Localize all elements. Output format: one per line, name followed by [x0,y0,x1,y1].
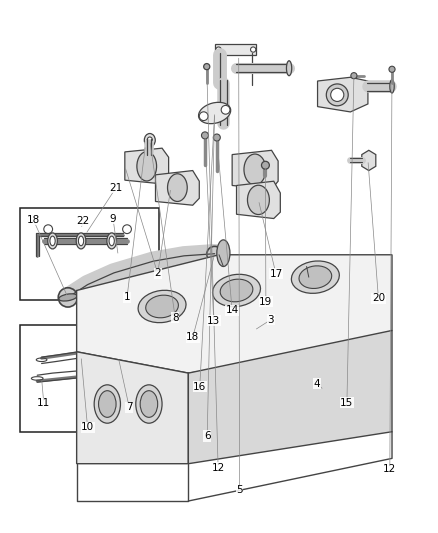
Polygon shape [77,352,188,464]
Ellipse shape [217,240,230,266]
Ellipse shape [76,233,86,249]
Text: 17: 17 [269,269,283,279]
Polygon shape [125,148,169,184]
Ellipse shape [390,79,394,93]
Circle shape [213,134,220,141]
Text: 21: 21 [110,183,123,192]
Text: 3: 3 [267,315,274,325]
Text: 18: 18 [27,215,40,224]
Text: 9: 9 [110,214,117,223]
Text: 12: 12 [212,463,225,473]
Ellipse shape [247,185,269,215]
Text: 7: 7 [126,402,133,412]
Text: 13: 13 [207,316,220,326]
Ellipse shape [99,391,116,417]
Ellipse shape [244,154,266,185]
Circle shape [77,352,85,360]
Polygon shape [77,255,392,373]
Polygon shape [232,150,278,189]
Text: 19: 19 [259,297,272,306]
Ellipse shape [145,133,155,147]
Ellipse shape [140,391,158,417]
Ellipse shape [220,279,253,302]
Ellipse shape [138,290,186,322]
Circle shape [389,66,395,72]
Polygon shape [318,77,368,112]
Text: 14: 14 [226,305,239,315]
Bar [20,208,159,300]
Ellipse shape [291,261,339,293]
Polygon shape [362,150,376,171]
Circle shape [251,47,256,52]
Ellipse shape [94,385,120,423]
Ellipse shape [50,236,55,246]
Text: 5: 5 [236,486,243,495]
Circle shape [199,112,208,120]
Bar [20,325,159,432]
Text: 18: 18 [186,333,199,342]
Text: 6: 6 [204,431,211,441]
Circle shape [204,63,210,70]
Circle shape [221,106,230,114]
Ellipse shape [147,137,152,143]
Text: 11: 11 [37,399,50,408]
Circle shape [261,161,269,169]
Ellipse shape [136,385,162,423]
Ellipse shape [212,274,261,306]
Circle shape [351,72,357,79]
Ellipse shape [137,151,157,181]
Circle shape [331,88,344,101]
Text: 12: 12 [383,464,396,474]
Ellipse shape [146,295,178,318]
Ellipse shape [78,236,84,246]
Ellipse shape [198,102,231,124]
Text: 22: 22 [77,216,90,225]
Circle shape [79,354,83,358]
Text: 20: 20 [372,294,385,303]
Polygon shape [215,44,256,55]
Ellipse shape [109,236,114,246]
Text: 8: 8 [172,313,179,322]
Circle shape [326,84,348,106]
Polygon shape [155,171,199,205]
Ellipse shape [168,174,187,201]
Text: 2: 2 [154,269,161,278]
Circle shape [216,47,221,52]
Text: 1: 1 [124,293,131,302]
Polygon shape [237,181,280,219]
Ellipse shape [107,233,117,249]
Text: 15: 15 [340,398,353,408]
Circle shape [201,132,208,139]
Ellipse shape [48,233,57,249]
Text: 4: 4 [314,379,321,389]
Text: 10: 10 [81,423,94,432]
Polygon shape [188,330,392,464]
Ellipse shape [286,61,292,76]
Ellipse shape [59,294,77,301]
Ellipse shape [299,266,332,288]
Text: 16: 16 [193,382,206,392]
